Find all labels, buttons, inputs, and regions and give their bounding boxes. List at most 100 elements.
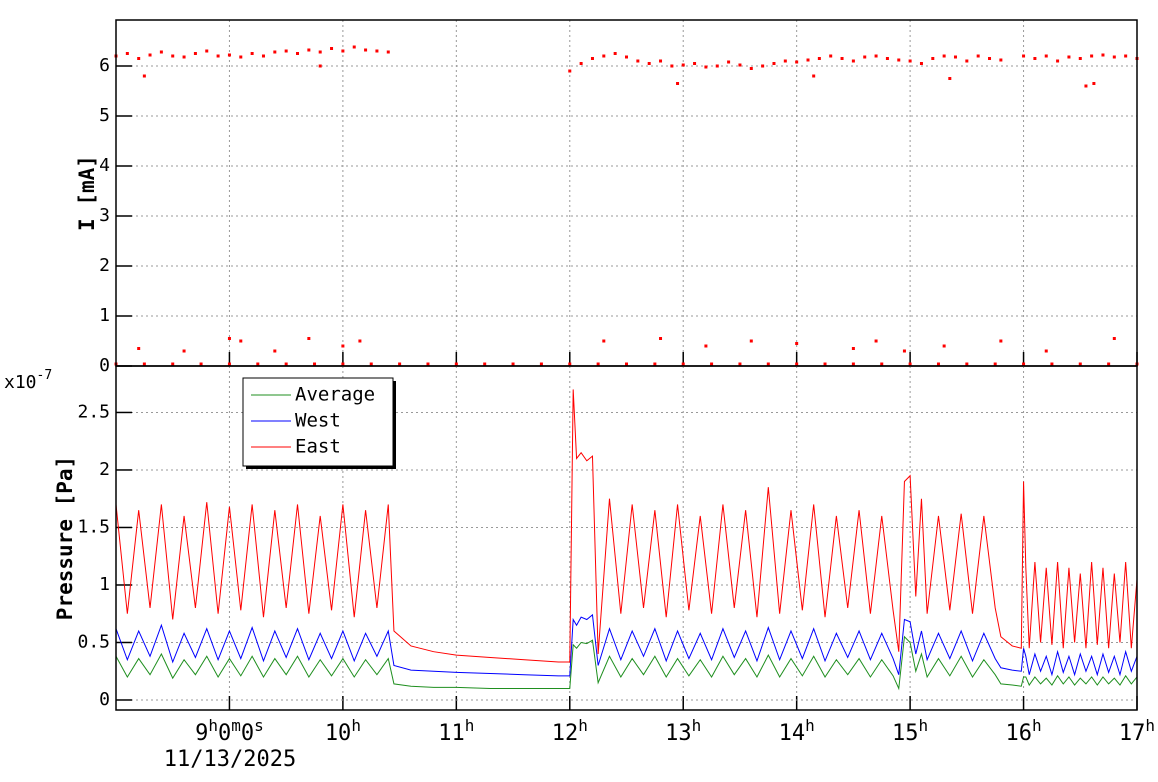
y-tick-label: 0.5 (77, 631, 110, 652)
data-point (738, 362, 742, 366)
data-point (579, 62, 583, 65)
data-point (659, 59, 663, 63)
unit-superscript: m (231, 716, 241, 735)
data-point (313, 362, 317, 366)
data-point (159, 50, 163, 54)
x-tick-label: 15h (892, 716, 928, 747)
data-point (1084, 84, 1088, 88)
data-point (148, 53, 152, 57)
data-point (965, 362, 969, 366)
data-point (851, 347, 855, 350)
legend-box (242, 377, 394, 467)
data-point (250, 52, 254, 55)
y-tick-label: 4 (99, 155, 110, 176)
data-point (676, 82, 680, 85)
data-point (766, 362, 770, 366)
data-point (902, 349, 906, 353)
data-point (568, 69, 572, 73)
tick-number: 12 (552, 721, 579, 746)
data-point (307, 337, 311, 340)
data-line (115, 613, 1138, 677)
data-point (341, 344, 345, 348)
data-point (590, 57, 594, 60)
data-point (539, 362, 543, 366)
data-point (965, 59, 969, 63)
data-point (182, 55, 186, 59)
data-point (1124, 54, 1128, 58)
data-point (261, 54, 265, 58)
data-point (568, 362, 572, 366)
data-point (1067, 55, 1071, 59)
data-point (880, 362, 884, 366)
data-point (1112, 337, 1116, 340)
data-point (976, 54, 980, 58)
data-point (142, 74, 146, 78)
data-point (205, 49, 209, 53)
unit-superscript: h (692, 716, 702, 735)
data-point (511, 362, 515, 366)
unit-superscript: h (465, 716, 475, 735)
data-point (874, 54, 878, 58)
data-point (137, 57, 141, 60)
axis-multiplier: x10-7 (4, 368, 52, 394)
data-point (761, 64, 765, 68)
y-tick-label: 6 (99, 55, 110, 76)
data-point (625, 362, 628, 366)
multiplier-exponent: -7 (37, 368, 53, 383)
data-point (795, 60, 799, 64)
tick-number: 13 (665, 721, 692, 746)
y-tick-label: 2 (99, 459, 110, 480)
data-point (999, 58, 1003, 62)
data-point (727, 60, 731, 64)
data-point (812, 74, 816, 78)
y-tick-label: 0 (99, 689, 110, 710)
tick-number: 17 (1119, 721, 1146, 746)
data-point (1092, 82, 1096, 85)
data-point (1101, 53, 1105, 57)
x-tick-label: 10h (325, 716, 361, 747)
data-point (369, 362, 373, 366)
unit-superscript: h (351, 716, 361, 735)
y-tick-label: 0 (99, 355, 110, 376)
data-point (1050, 362, 1054, 366)
data-point (1112, 55, 1116, 59)
data-point (749, 67, 753, 70)
y-tick-label: 2 (99, 255, 110, 276)
data-point (636, 59, 640, 63)
tick-number: 0 (241, 721, 254, 746)
data-point (1090, 54, 1094, 58)
data-point (216, 54, 220, 58)
data-point (426, 362, 430, 366)
x-tick-label: 12h (552, 716, 588, 747)
data-point (483, 362, 487, 366)
data-point (1033, 57, 1037, 60)
data-point (993, 362, 997, 366)
x-tick-label: 11h (438, 716, 474, 747)
data-point (647, 62, 651, 65)
data-point (358, 339, 362, 343)
data-point (908, 59, 912, 63)
data-point (330, 47, 334, 50)
data-point (125, 52, 129, 55)
data-point (239, 55, 243, 59)
data-point (602, 339, 606, 343)
y-tick-label: 1 (99, 574, 110, 595)
unit-superscript: s (254, 716, 264, 735)
tick-number: 9 (195, 721, 208, 746)
unit-superscript: h (1032, 716, 1042, 735)
data-point (681, 63, 685, 67)
data-point (693, 62, 697, 65)
data-point (199, 362, 203, 366)
data-point (1078, 57, 1082, 60)
data-point (704, 344, 708, 348)
x-tick-label: 13h (665, 716, 701, 747)
unit-superscript: h (578, 716, 588, 735)
data-point (653, 362, 657, 366)
data-point (795, 362, 799, 366)
data-point (772, 62, 776, 65)
data-point (398, 362, 402, 366)
data-point (1078, 362, 1082, 366)
data-point (863, 55, 867, 59)
